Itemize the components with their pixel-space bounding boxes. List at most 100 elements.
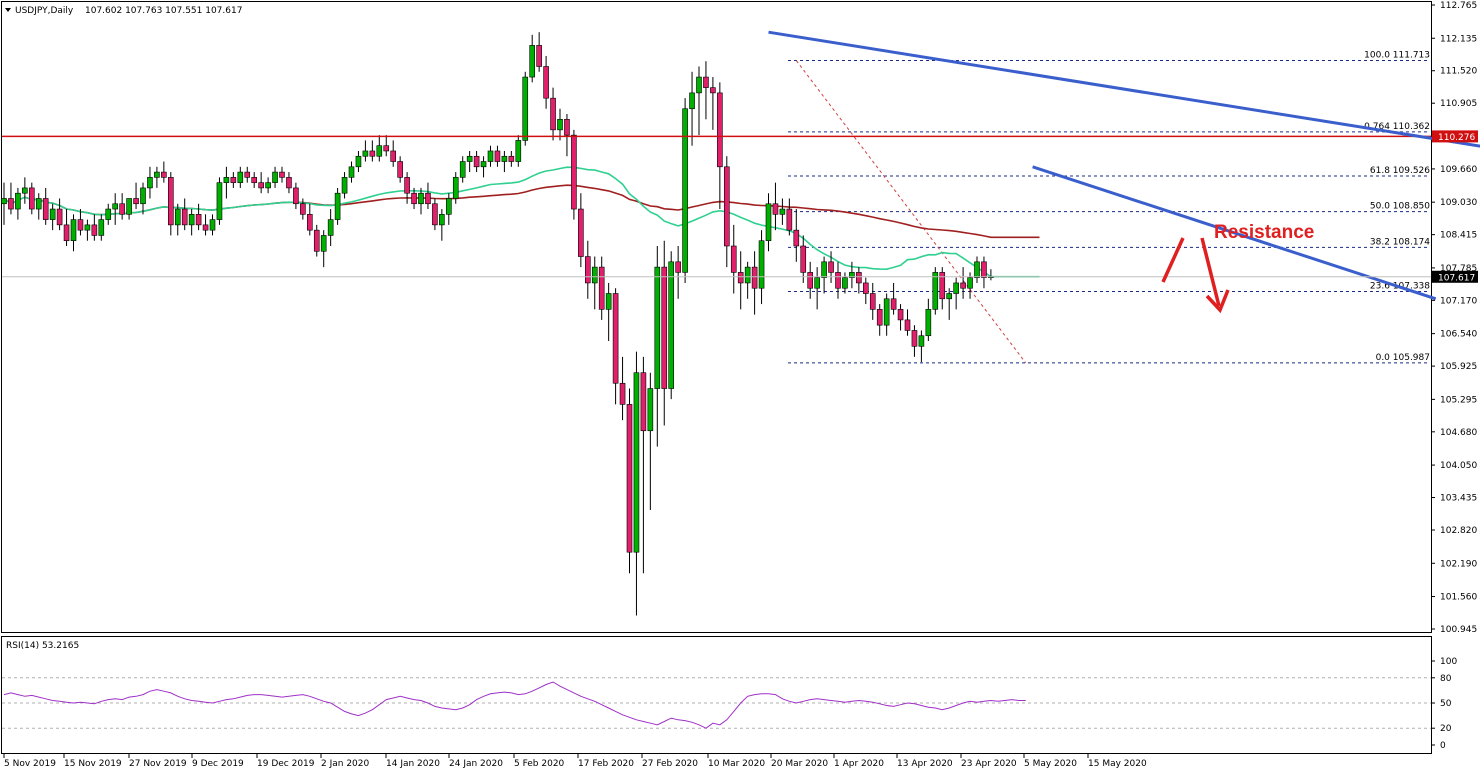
candle bbox=[133, 182, 139, 210]
candle-body bbox=[571, 134, 577, 210]
candle-body bbox=[508, 155, 515, 162]
candle-body bbox=[70, 219, 77, 242]
candle-body bbox=[376, 145, 383, 157]
current-price-marker bbox=[1432, 270, 1478, 283]
candle bbox=[258, 172, 264, 194]
candle bbox=[49, 203, 56, 231]
candle bbox=[633, 351, 640, 616]
candle-body bbox=[786, 208, 793, 231]
candle-body bbox=[390, 150, 397, 162]
candle-body bbox=[1, 198, 7, 205]
candle-body bbox=[15, 192, 21, 210]
candle bbox=[862, 277, 869, 305]
candle bbox=[348, 161, 355, 183]
candle bbox=[56, 198, 63, 231]
time-tick-label: 15 Nov 2019 bbox=[64, 759, 122, 769]
ma-short-line bbox=[3, 166, 1040, 278]
candle-body bbox=[633, 372, 640, 553]
candle-body bbox=[723, 166, 730, 247]
candle bbox=[306, 203, 313, 236]
candle-body bbox=[501, 155, 508, 162]
down-arrow-head-icon bbox=[1205, 289, 1230, 314]
candle bbox=[42, 187, 49, 225]
level-price-label: 110.276 bbox=[1438, 133, 1475, 143]
candle bbox=[675, 245, 681, 299]
candle-body bbox=[730, 245, 737, 273]
candle-body bbox=[647, 388, 654, 432]
candle bbox=[897, 304, 904, 331]
time-tick-label: 13 Apr 2020 bbox=[897, 759, 953, 769]
rsi-line bbox=[3, 681, 1026, 729]
candle bbox=[849, 261, 855, 289]
candle-body bbox=[411, 192, 417, 205]
candle-body bbox=[821, 261, 827, 278]
candle bbox=[390, 140, 397, 167]
candle-body bbox=[918, 335, 925, 347]
rsi-tick-label: 20 bbox=[1440, 724, 1452, 734]
candle-body bbox=[348, 166, 355, 178]
time-axis: 5 Nov 2019 15 Nov 2019 27 Nov 2019 9 Dec 20… bbox=[3, 754, 1147, 769]
candle bbox=[807, 261, 814, 299]
candle bbox=[452, 172, 459, 204]
rsi-tick-label: 50 bbox=[1440, 699, 1452, 709]
candle bbox=[327, 209, 334, 246]
candle bbox=[612, 288, 619, 405]
candle bbox=[772, 182, 779, 231]
candle bbox=[584, 240, 591, 299]
price-tick-label: 112.135 bbox=[1440, 34, 1477, 44]
candle bbox=[84, 219, 91, 241]
candle bbox=[473, 150, 480, 173]
candle bbox=[543, 55, 549, 109]
candle bbox=[939, 267, 946, 310]
candle bbox=[300, 198, 306, 220]
candle bbox=[682, 98, 688, 283]
candle-body bbox=[751, 266, 758, 289]
time-tick-label: 17 Feb 2020 bbox=[578, 759, 634, 769]
candle-body bbox=[161, 171, 167, 178]
dropdown-triangle-icon[interactable] bbox=[5, 8, 11, 12]
time-tick-label: 5 Feb 2020 bbox=[514, 759, 565, 769]
candle bbox=[334, 187, 341, 225]
candle bbox=[202, 214, 209, 236]
candle bbox=[251, 172, 257, 188]
rsi-tick-label: 100 bbox=[1440, 657, 1457, 667]
candle-body bbox=[557, 118, 563, 131]
up-arrow-line bbox=[1161, 237, 1185, 283]
candle bbox=[737, 251, 744, 310]
candle bbox=[1, 182, 7, 225]
candle-body bbox=[320, 235, 327, 252]
time-tick-label: 5 Nov 2019 bbox=[4, 759, 56, 769]
candle-body bbox=[960, 282, 966, 289]
candle-body bbox=[564, 118, 570, 136]
candle-body bbox=[28, 187, 35, 210]
ohlc-label: 107.602 107.763 107.551 107.617 bbox=[85, 6, 242, 16]
candle-body bbox=[369, 150, 376, 157]
candle-body bbox=[981, 261, 987, 278]
candle bbox=[28, 182, 35, 215]
price-tick-label: 111.520 bbox=[1440, 67, 1477, 77]
candle-body bbox=[939, 272, 946, 300]
candle-body bbox=[418, 192, 424, 205]
candle bbox=[181, 198, 188, 231]
candle-body bbox=[842, 277, 848, 289]
candle bbox=[536, 32, 542, 72]
candle bbox=[744, 261, 751, 299]
candle-body bbox=[8, 198, 14, 210]
candle bbox=[154, 166, 160, 188]
candle bbox=[174, 203, 181, 236]
candle bbox=[147, 166, 153, 199]
candle-body bbox=[619, 382, 626, 405]
candle-body bbox=[355, 155, 362, 168]
candle bbox=[529, 34, 536, 83]
candle bbox=[890, 282, 897, 315]
candle-body bbox=[487, 150, 494, 162]
candle bbox=[223, 166, 230, 199]
candle-body bbox=[195, 214, 202, 226]
candle-body bbox=[605, 293, 612, 310]
candle bbox=[661, 240, 668, 426]
moving-averages bbox=[3, 166, 1040, 278]
candle-body bbox=[404, 177, 410, 194]
candle bbox=[626, 388, 633, 574]
annotations: Resistance bbox=[1161, 222, 1314, 314]
price-axis: 112.765112.135111.520110.905110.290109.6… bbox=[2, 1, 1478, 635]
